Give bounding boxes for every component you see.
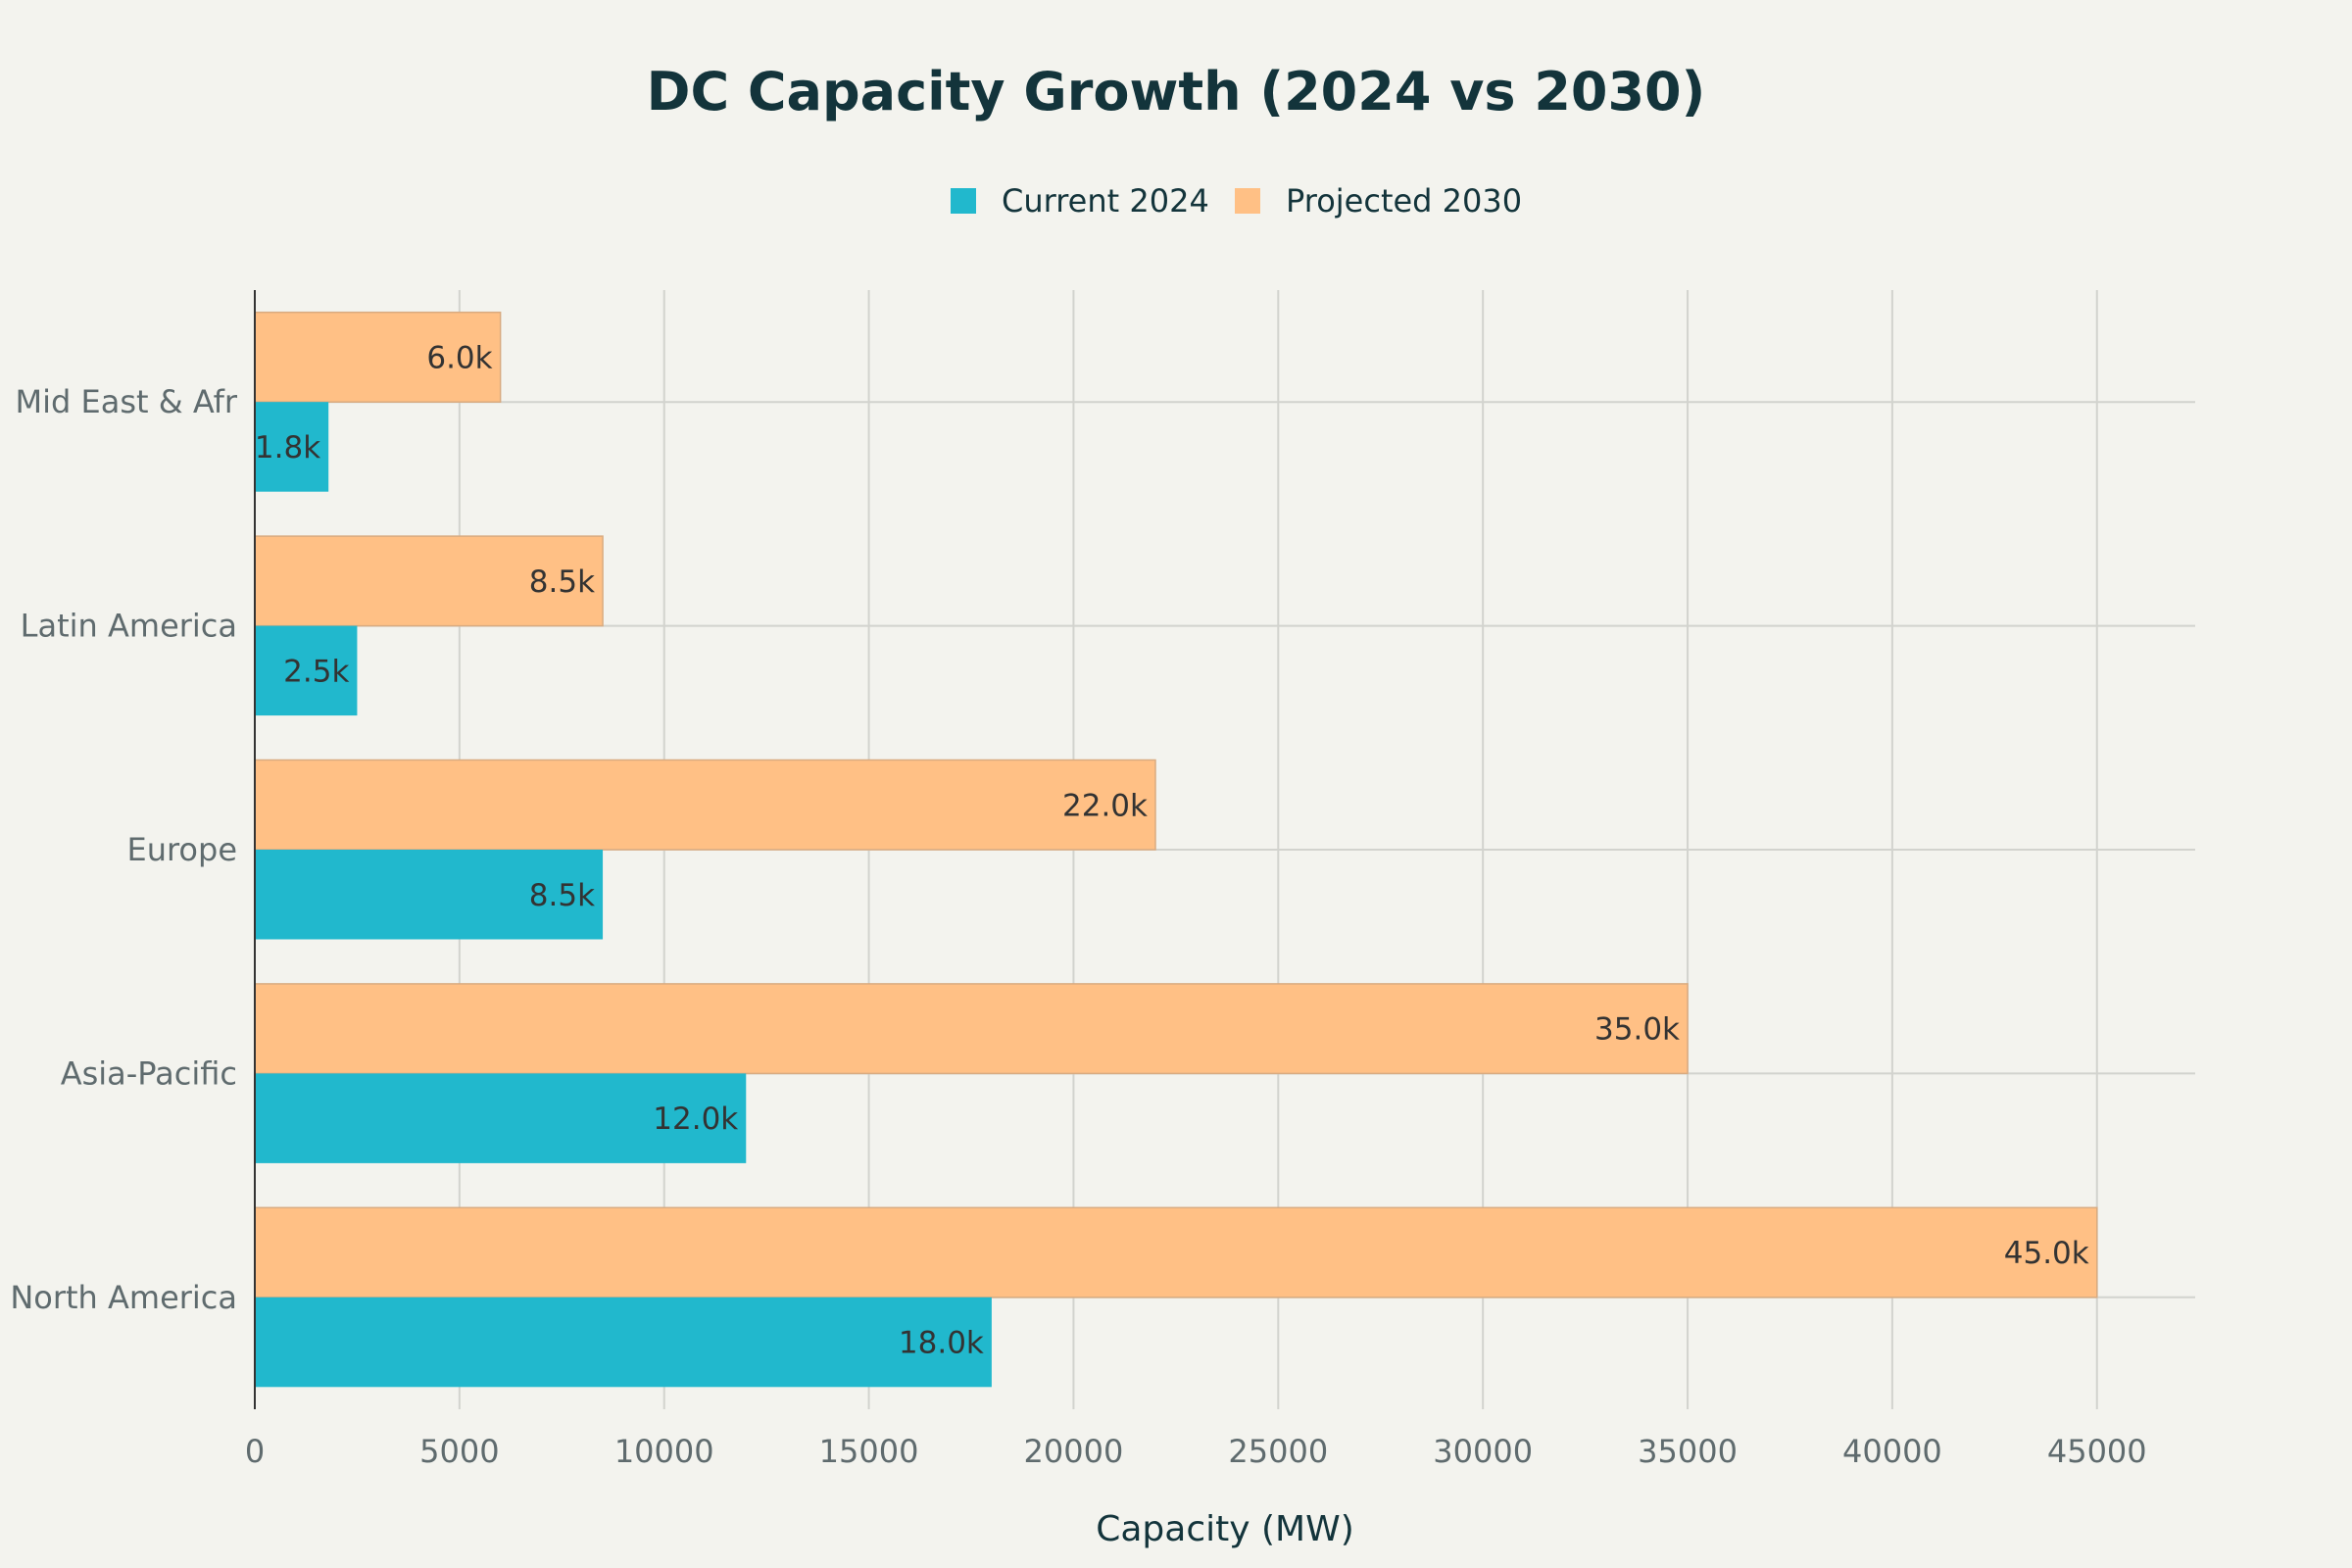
data-label-current-2024-north-america: 18.0k <box>899 1326 984 1361</box>
bar-projected-2030-latin-america[interactable] <box>254 535 604 627</box>
bar-labels: 45.0k 18.0k 35.0k 12.0k 22.0k 8.5k 8.5k 2.5k 6.0… <box>255 340 2089 1360</box>
axes: 0 5000 10000 15000 20000 25000 30000 35000 40000… <box>10 290 2147 1470</box>
data-label-projected-2030-north-america: 45.0k <box>2004 1236 2089 1271</box>
y-tick-label-europe: Europe <box>126 831 237 868</box>
data-label-projected-2030-europe: 22.0k <box>1062 788 1148 823</box>
x-tick-label-30000: 30000 <box>1433 1433 1533 1470</box>
data-label-projected-2030-mid-east-afr: 6.0k <box>426 340 492 375</box>
legend-swatch-current-2024 <box>951 188 976 214</box>
data-label-current-2024-europe: 8.5k <box>529 878 595 913</box>
x-tick-label-10000: 10000 <box>614 1433 714 1470</box>
bar-projected-2030-asia-pacific[interactable] <box>254 983 1689 1075</box>
bar-projected-2030-europe[interactable] <box>254 759 1156 851</box>
data-label-projected-2030-asia-pacific: 35.0k <box>1594 1012 1680 1048</box>
bar-projected-2030-mid-east-afr[interactable] <box>254 311 502 403</box>
data-label-current-2024-asia-pacific: 12.0k <box>653 1102 738 1137</box>
bar-projected-2030-north-america[interactable] <box>254 1206 2098 1298</box>
data-label-current-2024-latin-america: 2.5k <box>283 654 349 689</box>
legend-swatch-projected-2030 <box>1235 188 1260 214</box>
bars <box>254 311 2098 1388</box>
bar-current-2024-mid-east-afr[interactable] <box>255 402 329 492</box>
legend: Current 2024 Projected 2030 <box>951 182 1522 220</box>
data-label-projected-2030-latin-america: 8.5k <box>529 564 595 600</box>
y-tick-label-north-america: North America <box>10 1279 237 1316</box>
chart-title: DC Capacity Growth (2024 vs 2030) <box>647 61 1706 122</box>
legend-label-current-2024[interactable]: Current 2024 <box>1002 182 1209 220</box>
y-tick-label-asia-pacific: Asia-Pacific <box>61 1054 237 1092</box>
y-tick-label-mid-east-afr: Mid East & Afr <box>16 383 238 420</box>
bar-current-2024-asia-pacific[interactable] <box>255 1073 747 1163</box>
bar-current-2024-europe[interactable] <box>255 850 604 940</box>
y-tick-label-latin-america: Latin America <box>21 608 237 645</box>
x-tick-label-20000: 20000 <box>1024 1433 1124 1470</box>
x-tick-label-5000: 5000 <box>419 1433 499 1470</box>
x-tick-label-35000: 35000 <box>1638 1433 1738 1470</box>
x-tick-label-15000: 15000 <box>819 1433 919 1470</box>
x-axis-title: Capacity (MW) <box>1096 1509 1354 1549</box>
x-tick-label-0: 0 <box>245 1433 265 1470</box>
x-tick-label-45000: 45000 <box>2047 1433 2147 1470</box>
bar-current-2024-latin-america[interactable] <box>255 625 358 716</box>
data-label-current-2024-mid-east-afr: 1.8k <box>255 430 320 466</box>
x-tick-label-40000: 40000 <box>1842 1433 1942 1470</box>
bar-current-2024-north-america[interactable] <box>255 1297 992 1388</box>
x-tick-label-25000: 25000 <box>1228 1433 1328 1470</box>
legend-label-projected-2030[interactable]: Projected 2030 <box>1286 182 1522 220</box>
